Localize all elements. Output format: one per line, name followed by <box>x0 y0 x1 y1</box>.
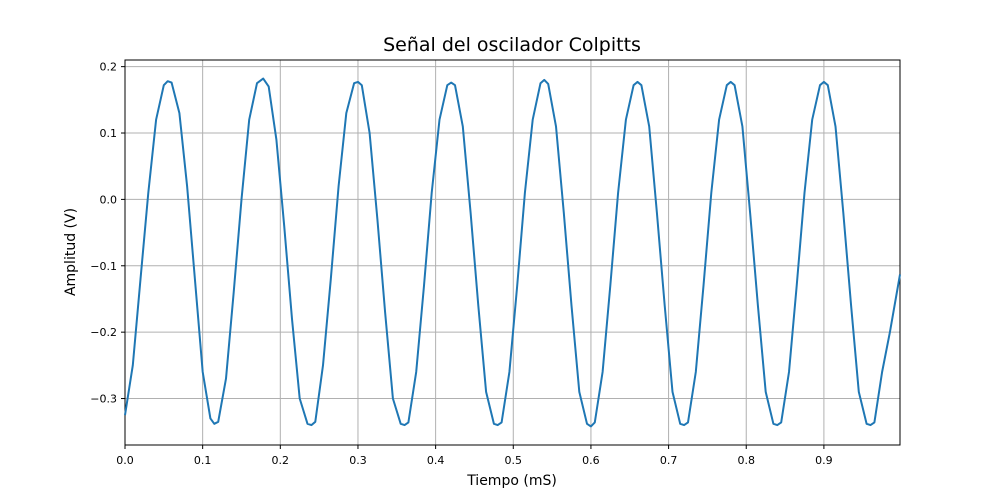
tick-layer: 0.0 0.1 0.2 0.3 0.4 0.5 0.6 0.7 0.8 0.9 0.2 0.1 0.0 −… <box>90 61 832 467</box>
chart-title: Señal del oscilador Colpitts <box>383 34 641 56</box>
y-axis-label: Amplitud (V) <box>63 208 79 296</box>
plot-area-frame <box>124 59 901 446</box>
x-tick-label: 0.5 <box>505 454 523 467</box>
signal-line <box>124 77 901 428</box>
y-tick-label: −0.1 <box>90 260 117 273</box>
x-tick-label: 0.2 <box>272 454 290 467</box>
x-tick-label: 0.7 <box>660 454 678 467</box>
x-tick-label: 0.0 <box>116 454 134 467</box>
x-tick-label: 0.9 <box>815 454 833 467</box>
y-tick-label: −0.2 <box>90 326 117 339</box>
y-tick-label: −0.3 <box>90 393 117 406</box>
x-tick-label: 0.4 <box>427 454 445 467</box>
y-tick-label: 0.2 <box>100 61 118 74</box>
y-tick-label: 0.0 <box>100 193 118 206</box>
x-tick-label: 0.1 <box>194 454 212 467</box>
y-tick-label: 0.1 <box>100 127 118 140</box>
x-tick-label: 0.8 <box>737 454 755 467</box>
x-tick-label: 0.6 <box>582 454 600 467</box>
grid-layer <box>124 60 900 445</box>
x-axis-label: Tiempo (mS) <box>466 473 557 489</box>
x-tick-label: 0.3 <box>349 454 367 467</box>
